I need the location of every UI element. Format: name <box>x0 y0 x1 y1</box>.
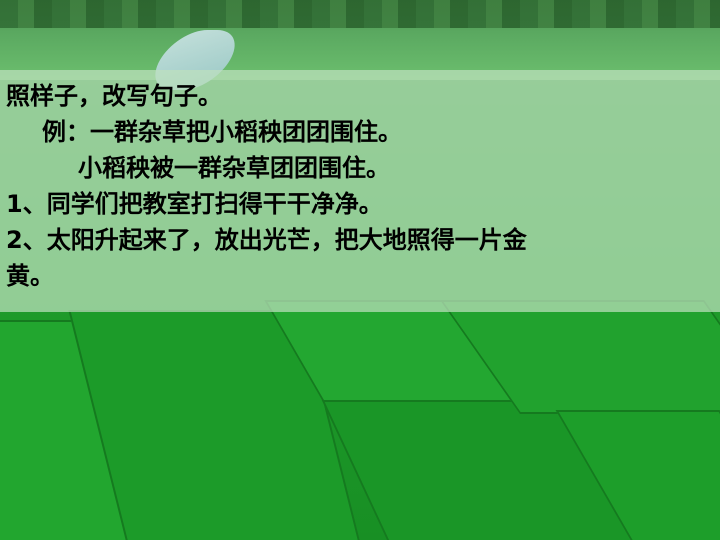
background-treeline <box>0 0 720 28</box>
example-sentence: 例：一群杂草把小稻秧团团围住。 <box>42 118 402 146</box>
example-answer: 小稻秧被一群杂草团团围住。 <box>78 154 390 182</box>
instruction-text: 照样子，改写句子。 <box>6 82 222 110</box>
exercise-text: 照样子，改写句子。 例：一群杂草把小稻秧团团围住。 小稻秧被一群杂草团团围住。 … <box>6 78 714 294</box>
exercise-item-2-line-1: 2、太阳升起来了，放出光芒，把大地照得一片金 <box>6 226 527 254</box>
text-panel <box>0 70 720 312</box>
exercise-item-1: 1、同学们把教室打扫得干干净净。 <box>6 190 383 218</box>
exercise-item-2-line-2: 黄。 <box>6 262 54 290</box>
